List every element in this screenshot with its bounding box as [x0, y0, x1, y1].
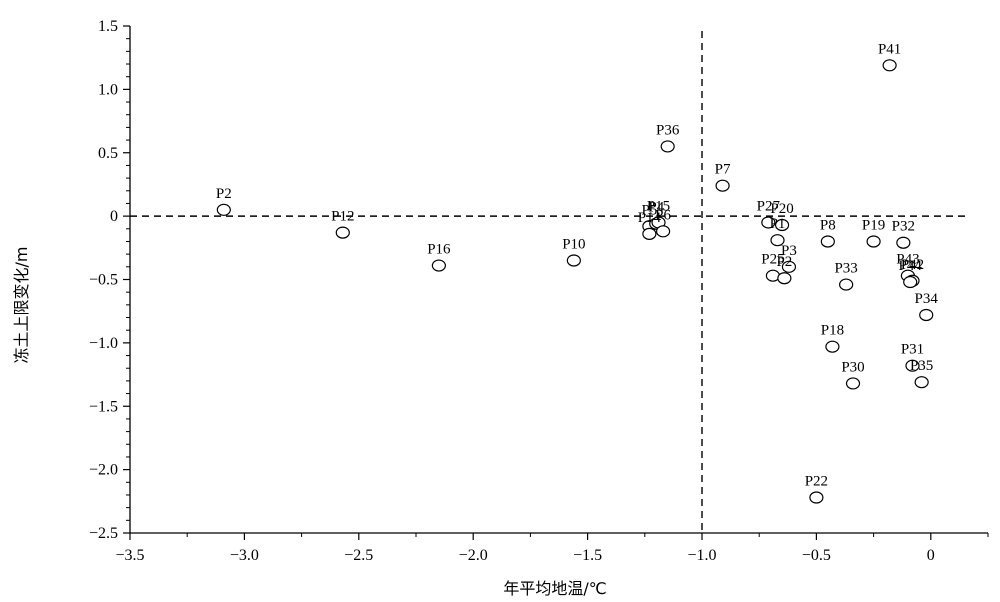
data-point [905, 359, 920, 372]
point-label: P18 [821, 323, 844, 339]
axes-frame [129, 26, 988, 534]
data-point [839, 278, 854, 291]
point-label: P22 [805, 474, 828, 490]
data-point [809, 491, 824, 504]
data-point [882, 59, 897, 72]
point-label: P4 [648, 200, 664, 216]
point-label: P3 [781, 243, 797, 259]
point-label: P36 [656, 122, 680, 138]
data-points [216, 59, 934, 504]
point-label: P2 [776, 254, 792, 270]
point-label: P20 [770, 201, 793, 217]
data-point [914, 376, 929, 389]
point-label: P30 [841, 359, 864, 375]
y-tick-label: 0 [110, 208, 118, 225]
point-label: P25 [761, 252, 784, 268]
data-point [896, 236, 911, 249]
data-point [781, 260, 797, 273]
y-axis-title: 冻土上限变化/m [12, 247, 31, 364]
axis-ticks: −3.5 −3.0 −2.5 −2.0 −1.5 −1.0 −0.5 0 −2.5 −2.0 −1.… [89, 18, 989, 564]
data-point [566, 254, 581, 267]
data-point [761, 216, 776, 229]
point-label: P35 [910, 358, 933, 374]
y-tick-label: −2.5 [89, 525, 118, 542]
x-tick-label: −1.5 [573, 547, 602, 564]
x-tick-label: −3.0 [230, 547, 259, 564]
point-label: P33 [834, 261, 857, 277]
y-tick-label: −1.5 [89, 398, 118, 415]
data-point [770, 234, 785, 247]
data-point [431, 259, 446, 272]
point-label: P12 [331, 209, 354, 225]
y-tick-label: 1.5 [98, 18, 118, 35]
data-point [774, 218, 790, 232]
point-label: P34 [915, 291, 939, 307]
x-tick-label: −3.5 [115, 547, 144, 564]
data-point [845, 377, 861, 390]
point-label: P7 [715, 162, 731, 178]
y-tick-label: −1.0 [89, 335, 118, 352]
x-tick-label: −0.5 [802, 547, 831, 564]
point-label: P31 [901, 342, 924, 358]
x-tick-label: −2.0 [459, 547, 488, 564]
point-label: P32 [892, 219, 915, 235]
point-label: P14 [638, 210, 662, 226]
point-label: P27 [757, 198, 781, 214]
data-point [866, 235, 881, 248]
x-axis-title: 年平均地温/℃ [503, 579, 606, 598]
x-tick-label: −1.0 [687, 547, 716, 564]
point-label: P8 [820, 217, 836, 233]
data-point [715, 179, 730, 192]
data-point [335, 226, 350, 239]
data-point [825, 340, 840, 353]
y-tick-label: −0.5 [89, 272, 118, 289]
x-tick-label: 0 [927, 547, 935, 564]
point-label: P6 [655, 207, 671, 223]
point-label: P10 [562, 236, 585, 252]
data-point [820, 235, 835, 248]
point-label: P5 [641, 202, 657, 218]
reference-lines [130, 31, 970, 533]
point-label: P44 [899, 258, 923, 274]
point-label: P1 [770, 216, 786, 232]
data-point [216, 203, 231, 216]
point-label: P15 [647, 198, 670, 214]
data-point [777, 272, 792, 285]
y-tick-label: 1.0 [98, 81, 118, 98]
data-point [660, 140, 675, 153]
point-label: P43 [896, 252, 919, 268]
point-label: P19 [862, 217, 885, 233]
point-label: P16 [427, 242, 451, 258]
point-label: P41 [878, 41, 901, 57]
data-point [903, 275, 918, 289]
data-point [919, 308, 934, 322]
point-label: P2 [216, 186, 232, 202]
x-tick-label: −2.5 [344, 547, 373, 564]
y-tick-label: 0.5 [98, 145, 118, 162]
data-point [656, 225, 671, 238]
data-point [642, 227, 657, 240]
y-tick-label: −2.0 [89, 462, 118, 479]
point-label: P42 [901, 257, 924, 273]
